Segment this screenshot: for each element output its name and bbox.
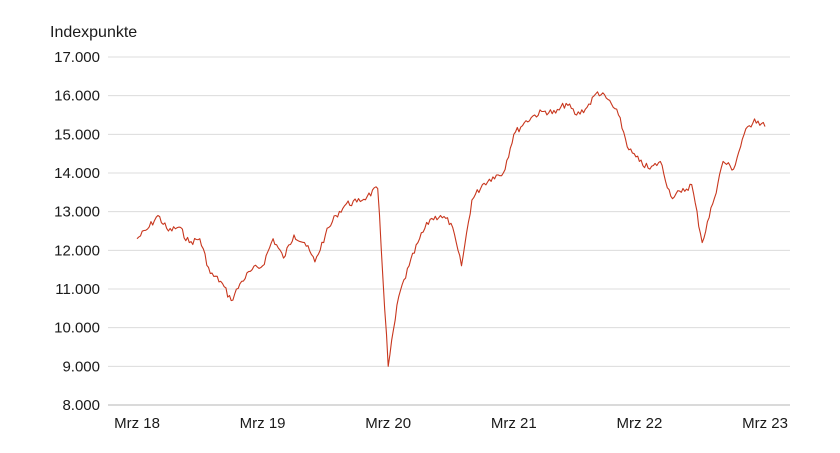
x-tick-label: Mrz 20	[365, 415, 411, 432]
y-tick-label: 16.000	[54, 88, 100, 105]
x-tick-labels: Mrz 18 Mrz 19 Mrz 20 Mrz 21 Mrz 22 Mrz 23	[114, 415, 788, 432]
y-gridlines	[108, 56, 790, 406]
x-tick-label: Mrz 22	[616, 415, 662, 432]
series-line	[136, 91, 766, 367]
y-tick-label: 10.000	[54, 320, 100, 337]
y-tick-label: 8.000	[62, 397, 100, 414]
y-tick-label: 11.000	[55, 281, 100, 298]
x-tick-label: Mrz 19	[240, 415, 286, 432]
y-tick-label: 13.000	[54, 204, 100, 221]
y-tick-label: 12.000	[54, 242, 100, 259]
x-tick-label: Mrz 23	[742, 415, 788, 432]
y-tick-label: 17.000	[54, 49, 100, 66]
y-tick-labels: 8.000 9.000 10.000 11.000 12.000 13.000 14.000…	[54, 49, 100, 414]
y-tick-label: 15.000	[54, 126, 100, 143]
x-tick-label: Mrz 18	[114, 415, 160, 432]
y-tick-label: 9.000	[62, 358, 100, 375]
y-axis-title: Indexpunkte	[50, 24, 137, 41]
x-tick-label: Mrz 21	[491, 415, 537, 432]
y-tick-label: 14.000	[54, 165, 100, 182]
